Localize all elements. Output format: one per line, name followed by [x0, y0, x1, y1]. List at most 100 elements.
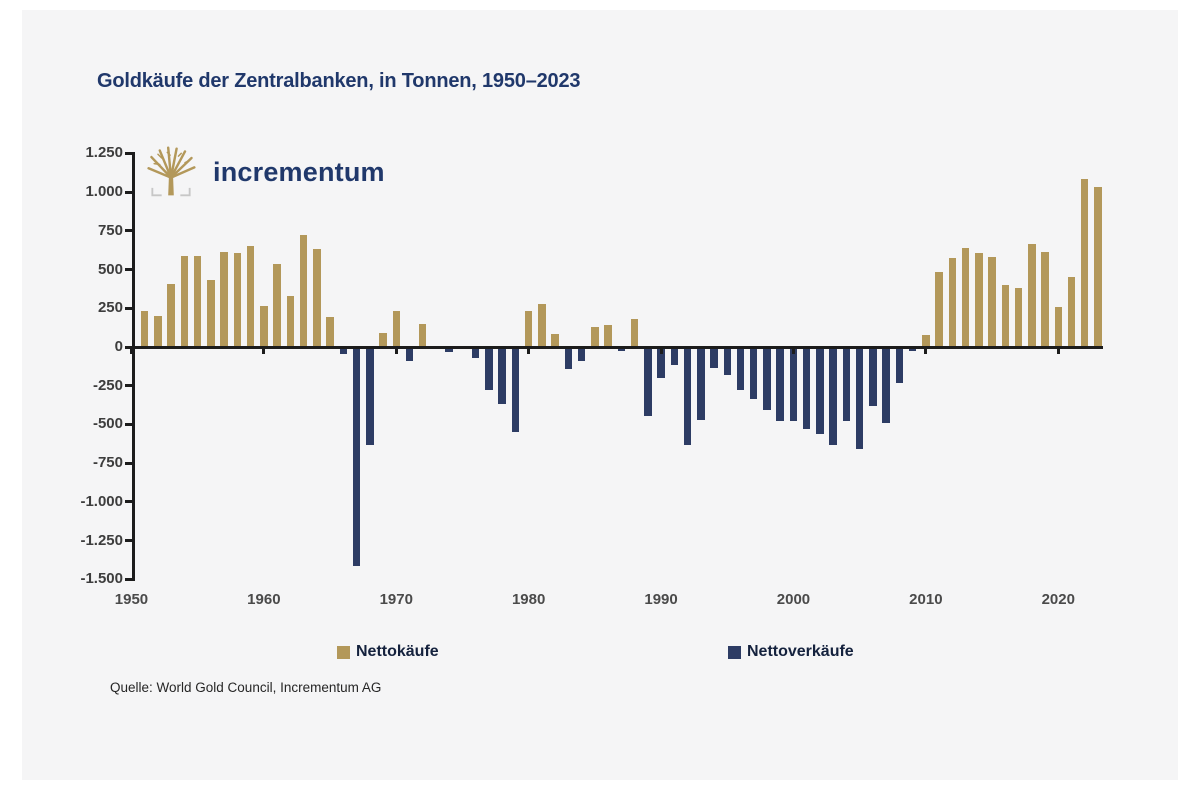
- x-axis-tick: [129, 348, 133, 354]
- x-axis-label: 1980: [511, 591, 546, 608]
- y-axis-tick: [125, 577, 133, 581]
- x-axis-tick: [527, 348, 531, 354]
- x-axis-tick: [394, 348, 398, 354]
- legend-item-net-purchases: Nettokäufe: [337, 643, 439, 661]
- y-axis-tick: [125, 384, 133, 388]
- bar-2017: [1014, 288, 1023, 347]
- bar-1959: [246, 245, 255, 347]
- y-axis-tick: [125, 539, 133, 543]
- bar-1966: [339, 346, 348, 354]
- chart-panel-background: [22, 10, 1178, 780]
- bar-1993: [697, 346, 705, 421]
- bar-2016: [1001, 285, 1010, 347]
- bar-1989: [644, 346, 652, 417]
- y-axis-label: 250: [97, 299, 123, 317]
- bar-1951: [140, 310, 149, 347]
- bar-1977: [485, 346, 493, 391]
- bar-2002: [816, 346, 824, 434]
- bar-2005: [855, 346, 864, 450]
- bar-1953: [167, 284, 175, 347]
- x-axis-tick: [659, 348, 663, 354]
- bar-1967: [352, 346, 361, 566]
- bar-2012: [948, 257, 957, 347]
- x-axis-tick: [791, 348, 795, 354]
- incrementum-logo: incrementum: [143, 144, 385, 200]
- bar-1983: [564, 346, 573, 370]
- bar-1964: [313, 249, 321, 347]
- bar-2008: [895, 346, 904, 384]
- bar-2006: [869, 346, 877, 407]
- y-axis-tick: [125, 190, 133, 194]
- bar-1962: [286, 295, 295, 347]
- bar-1955: [193, 256, 202, 347]
- bar-2007: [882, 346, 890, 424]
- bar-2015: [988, 257, 996, 347]
- bar-1981: [538, 304, 546, 347]
- y-axis-label: -1.250: [80, 531, 123, 549]
- y-axis-tick: [125, 306, 133, 310]
- bar-2021: [1067, 276, 1076, 347]
- x-axis-label: 1950: [114, 591, 149, 608]
- bar-1961: [273, 264, 281, 347]
- bar-2020: [1054, 307, 1062, 347]
- bar-1963: [299, 234, 308, 347]
- bar-1974: [445, 346, 453, 353]
- y-axis-label: 0: [114, 338, 123, 355]
- bar-1970: [392, 310, 400, 347]
- bar-2004: [842, 346, 851, 422]
- y-axis-tick: [125, 229, 133, 233]
- bar-1984: [577, 346, 586, 362]
- bar-1979: [511, 346, 520, 432]
- x-axis-tick: [1056, 348, 1060, 354]
- chart-title: Goldkäufe der Zentralbanken, in Tonnen, …: [97, 70, 581, 92]
- y-axis-label: 500: [97, 260, 123, 278]
- y-axis-label: -500: [92, 415, 123, 433]
- y-axis-tick: [125, 500, 133, 504]
- y-axis-label: 1.250: [85, 144, 123, 162]
- y-axis-tick: [125, 268, 133, 272]
- bar-1957: [220, 251, 228, 347]
- legend-item-net-sales: Nettoverkäufe: [728, 643, 854, 661]
- bar-2003: [829, 346, 837, 446]
- bar-1991: [670, 346, 679, 365]
- bar-2023: [1094, 186, 1102, 347]
- bar-1990: [657, 346, 665, 378]
- bar-1976: [471, 346, 480, 359]
- y-axis-label: -250: [92, 376, 123, 394]
- y-axis-line: [132, 152, 135, 582]
- bar-2018: [1028, 243, 1036, 347]
- bar-1972: [418, 323, 427, 347]
- bar-1986: [604, 324, 612, 347]
- y-axis-label: -1.500: [80, 570, 123, 588]
- bar-1954: [180, 255, 189, 347]
- bar-1997: [749, 346, 758, 399]
- bar-1971: [405, 346, 414, 362]
- source-note: Quelle: World Gold Council, Incrementum …: [110, 680, 382, 695]
- bar-2010: [922, 334, 930, 347]
- x-axis-label: 2010: [909, 591, 943, 608]
- bar-1992: [683, 346, 692, 446]
- x-axis-label: 1990: [644, 591, 678, 608]
- logo-wordmark: incrementum: [213, 156, 385, 187]
- bar-1998: [763, 346, 771, 411]
- bar-1956: [207, 280, 215, 347]
- bar-1978: [498, 346, 506, 405]
- y-axis-label: 750: [97, 221, 123, 239]
- tree-icon: [143, 144, 199, 200]
- x-axis-tick: [924, 348, 928, 354]
- legend-label-net-purchases: Nettokäufe: [356, 643, 439, 660]
- bar-1999: [776, 346, 784, 422]
- bar-1994: [710, 346, 718, 368]
- legend-swatch-navy: [728, 645, 741, 659]
- x-axis-label: 1970: [379, 591, 413, 608]
- bar-2013: [961, 247, 970, 347]
- y-axis-label: -750: [92, 454, 123, 472]
- y-axis-tick: [125, 345, 133, 349]
- bar-1965: [326, 316, 334, 347]
- bar-2009: [908, 346, 917, 352]
- y-axis-label: 1.000: [85, 183, 123, 201]
- y-axis-label: -1.000: [80, 492, 123, 510]
- bar-1995: [723, 346, 731, 375]
- y-axis-tick: [125, 422, 133, 426]
